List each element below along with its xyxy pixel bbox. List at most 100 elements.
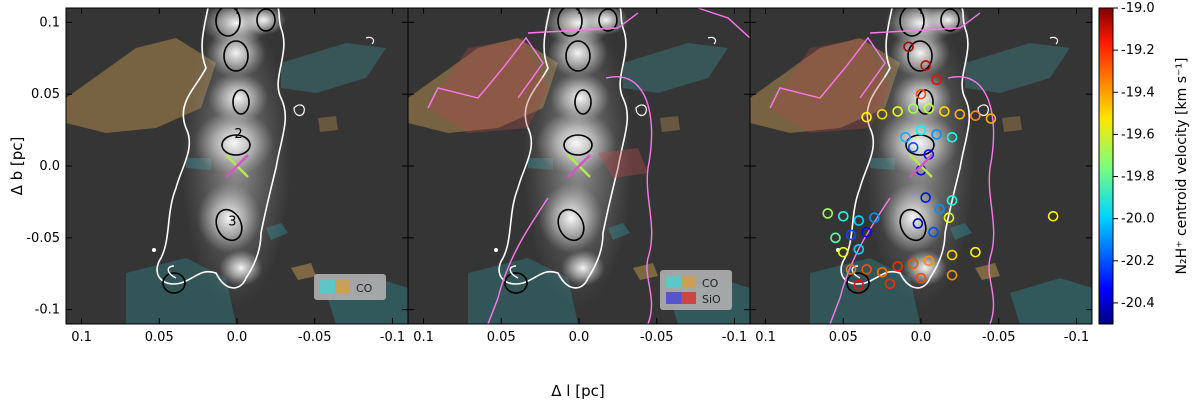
x-tick-label: -0.1 (380, 330, 405, 345)
velocity-point (915, 88, 927, 100)
legend-swatch-co-blue (666, 276, 681, 288)
x-tick-label: 0.05 (145, 330, 174, 345)
panel-1: 2 3 CO (65, 7, 409, 325)
velocity-point (861, 111, 872, 123)
velocity-point (970, 110, 981, 122)
legend-box: CO SiO (660, 270, 732, 310)
colorbar-tick-label: -19.6 (1121, 127, 1155, 142)
velocity-point (884, 278, 896, 290)
colorbar: -19.0 -19.2 -19.4 -19.6 -19.8 -20.0 -20.2 -20.4… (1098, 1, 1190, 325)
velocity-point (970, 246, 981, 258)
velocity-point (931, 74, 942, 86)
x-tick-label: 0.0 (569, 330, 590, 345)
colorbar-tick-label: -20.0 (1121, 212, 1155, 227)
velocity-point (1047, 210, 1059, 222)
legend-label-sio: SiO (702, 293, 721, 306)
velocity-point (946, 249, 958, 261)
velocity-point (853, 215, 865, 226)
velocity-point (903, 41, 914, 53)
velocity-point (892, 261, 903, 272)
velocity-point (934, 203, 945, 215)
panel-2: CO SiO (407, 7, 751, 325)
x-tick-label: 0.05 (829, 330, 858, 345)
x-axis-label: Δ l [pc] (551, 382, 604, 400)
velocity-point (931, 129, 942, 140)
y-tick-label: 0.1 (39, 15, 60, 30)
colorbar-gradient (1098, 7, 1114, 325)
velocity-point (845, 229, 857, 241)
velocity-point (907, 142, 919, 153)
y-axis-label: Δ b [pc] (8, 137, 26, 196)
core-label: 3 (228, 215, 236, 230)
velocity-point (920, 60, 931, 71)
x-marker-stroke (225, 154, 249, 178)
y-tick-label: 0.05 (31, 87, 60, 102)
x-marker-stroke (567, 154, 591, 178)
x-tick-label: -0.05 (640, 330, 674, 345)
velocity-point (853, 244, 865, 255)
velocity-point (985, 113, 997, 124)
colorbar-tick-label: -19.4 (1121, 85, 1155, 100)
legend-label-co: CO (356, 282, 373, 295)
velocity-point (822, 208, 834, 219)
velocity-point (861, 226, 872, 238)
legend-swatch-sio-blue (666, 292, 681, 304)
legend-swatch-red (335, 280, 350, 294)
x-tick-label: 0.1 (71, 330, 92, 345)
y-tick-label: -0.05 (26, 231, 60, 246)
velocity-point (946, 131, 958, 143)
y-tick-label: -0.1 (35, 303, 60, 318)
velocity-point (876, 108, 888, 120)
x-tick-label: -0.1 (1064, 330, 1089, 345)
velocity-point (837, 210, 849, 222)
velocity-point (892, 106, 903, 117)
velocity-point (876, 266, 888, 278)
velocity-point (830, 232, 841, 244)
velocity-point (923, 255, 935, 267)
legend-swatch-sio-red (681, 292, 696, 304)
colorbar-tick-label: -19.2 (1121, 43, 1155, 58)
panel-3 (749, 7, 1093, 325)
velocity-point (946, 195, 958, 206)
velocity-point (912, 218, 924, 229)
velocity-point (920, 192, 931, 203)
colorbar-tick-label: -20.2 (1121, 254, 1155, 269)
colorbar-label: N₂H⁺ centroid velocity [km s⁻¹] (1174, 58, 1190, 275)
x-marker-stroke (909, 154, 933, 178)
velocity-point (861, 264, 872, 275)
x-tick-label: 0.0 (227, 330, 248, 345)
core-label: 2 (234, 127, 242, 142)
x-tick-label: 0.1 (755, 330, 776, 345)
velocity-point (900, 131, 911, 143)
legend-swatch-co-red (681, 276, 696, 288)
velocity-point (923, 103, 935, 114)
velocity-point (954, 108, 966, 120)
legend-swatch-blue (320, 280, 335, 294)
x-tick-label: -0.05 (298, 330, 332, 345)
velocity-point (928, 226, 939, 238)
x-tick-label: -0.05 (982, 330, 1016, 345)
colorbar-tick-label: -19.0 (1121, 1, 1155, 16)
velocity-point (939, 106, 950, 117)
colorbar-tick-label: -19.8 (1121, 170, 1155, 185)
velocity-point (915, 124, 927, 136)
legend-box: CO (314, 274, 386, 300)
x-tick-label: 0.05 (487, 330, 516, 345)
velocity-point (943, 212, 955, 224)
axis-ticks: 0.1 0.05 0.0 -0.05 -0.1 0.1 0.05 0.0 -0.05 -0.1 0.… (26, 8, 1092, 345)
velocity-point (907, 103, 919, 114)
velocity-point (946, 269, 958, 281)
velocity-point (869, 212, 880, 224)
x-tick-label: 0.1 (413, 330, 434, 345)
x-tick-label: 0.0 (911, 330, 932, 345)
legend-label-co: CO (702, 277, 719, 290)
velocity-point (845, 264, 857, 275)
velocity-point (915, 272, 927, 284)
velocity-point (907, 258, 919, 269)
velocity-point (853, 279, 865, 291)
velocity-point (837, 246, 849, 258)
colorbar-tick-label: -20.4 (1121, 296, 1155, 311)
y-tick-label: 0.0 (39, 159, 60, 174)
x-tick-label: -0.1 (722, 330, 747, 345)
